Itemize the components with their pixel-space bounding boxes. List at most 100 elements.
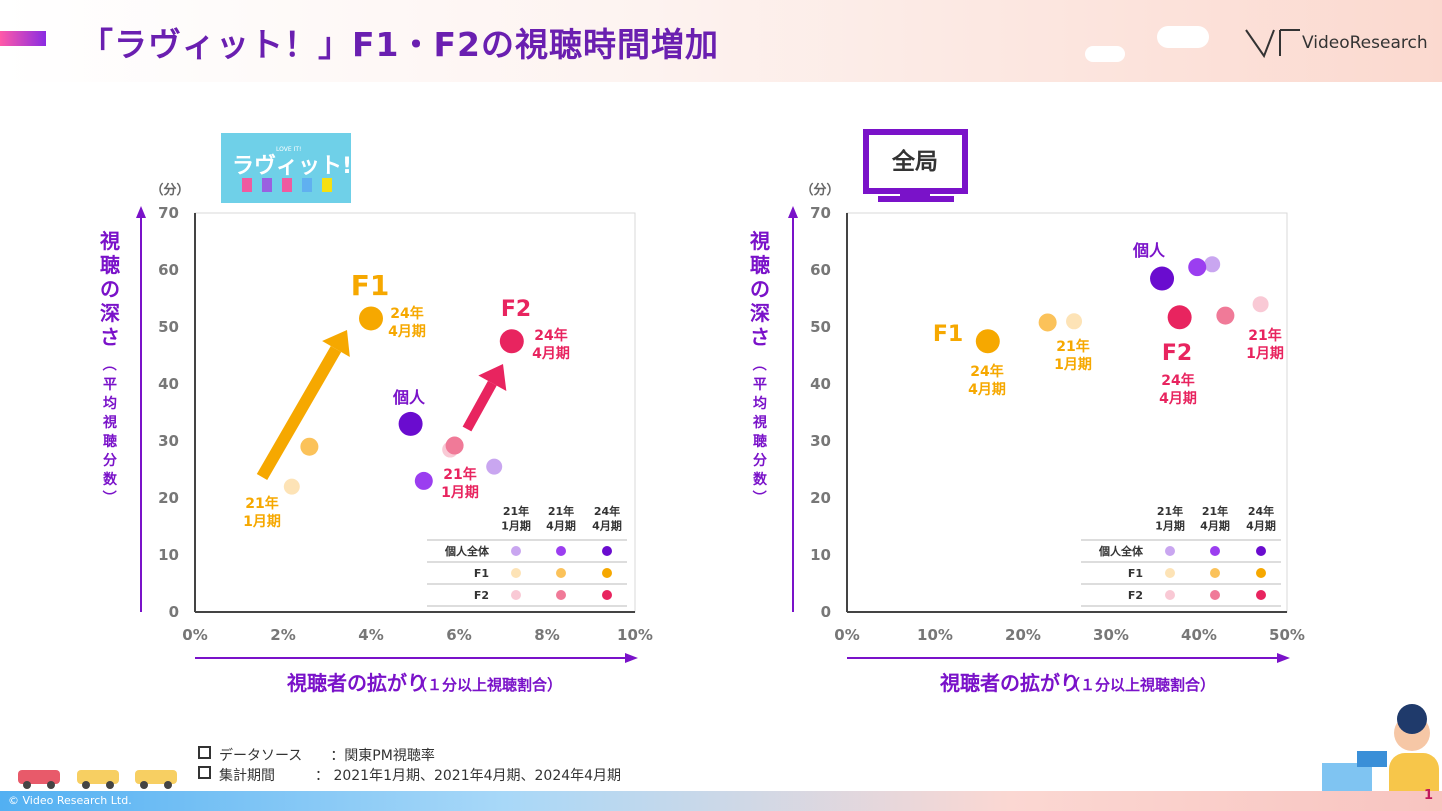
data-point xyxy=(359,306,383,331)
y-axis-arrowhead xyxy=(136,206,146,218)
y-axis-title-char: 聴 xyxy=(100,253,120,277)
period-value: ： 2021年1月期、2021年4月期、2024年4月期 xyxy=(315,768,622,784)
trend-arrow xyxy=(256,346,342,481)
y-tick-label: 30 xyxy=(158,432,179,450)
annotation-label: F1 xyxy=(351,269,390,302)
x-tick-label: 2% xyxy=(270,626,295,644)
logo-deco xyxy=(322,178,332,192)
legend-row-label: F2 xyxy=(474,589,489,602)
annotation-label: F1 xyxy=(933,322,963,347)
data-point xyxy=(1252,296,1269,313)
data-point xyxy=(1150,266,1175,291)
all-stations-badge: 全局 xyxy=(891,148,938,175)
y-axis-title-char: 視 xyxy=(749,229,770,253)
data-point xyxy=(1204,256,1221,273)
y-tick-label: 50 xyxy=(158,318,179,336)
y-axis-title-char: 数 xyxy=(753,471,768,488)
page-number: 1 xyxy=(1424,788,1434,803)
legend-row-label: 個人全体 xyxy=(444,544,490,558)
y-tick-label: 20 xyxy=(158,489,179,507)
data-point xyxy=(445,436,464,455)
y-tick-label: 70 xyxy=(810,204,831,222)
annotation-label: 21年 1月期 xyxy=(441,466,479,501)
checkbox-icon xyxy=(198,766,211,779)
y-tick-label: 30 xyxy=(810,432,831,450)
cloud-icon xyxy=(1085,46,1125,62)
legend-dot xyxy=(556,590,566,600)
legend-row-label: 個人全体 xyxy=(1098,544,1144,558)
x-tick-label: 10% xyxy=(917,626,953,644)
y-tick-label: 40 xyxy=(158,375,179,393)
period-label: 集計期間 xyxy=(219,768,275,784)
source-label: データソース xyxy=(219,748,303,764)
legend-header: 24年 4月期 xyxy=(1246,504,1276,532)
legend-dot xyxy=(1256,590,1266,600)
tv-base xyxy=(878,196,954,202)
legend-dot xyxy=(602,546,612,556)
annotation-label: F2 xyxy=(501,297,531,322)
y-axis-title-char: 分 xyxy=(753,453,767,469)
logo-deco xyxy=(282,178,292,192)
trend-arrowhead xyxy=(478,364,507,391)
annotation-label: 21年 1月期 xyxy=(1054,338,1092,373)
y-tick-label: 10 xyxy=(158,546,179,564)
x-axis-arrowhead xyxy=(1277,653,1290,663)
x-axis-note: （１分以上視聴割合） xyxy=(412,676,562,694)
rabitto-logo-text: ラヴィット! xyxy=(232,153,352,179)
data-point xyxy=(1216,306,1235,325)
y-tick-label: 40 xyxy=(810,375,831,393)
page-title: 「ラヴィット！」F1・F2の視聴時間増加 xyxy=(80,25,720,64)
y-tick-label: 70 xyxy=(158,204,179,222)
x-tick-label: 8% xyxy=(534,626,559,644)
legend-dot xyxy=(602,568,612,578)
data-point xyxy=(300,437,319,456)
x-axis-title: 視聴者の拡がり xyxy=(939,671,1080,695)
y-tick-label: 10 xyxy=(810,546,831,564)
x-tick-label: 50% xyxy=(1269,626,1305,644)
logo-text: VideoResearch xyxy=(1302,33,1428,53)
legend-dot xyxy=(1165,546,1175,556)
legend-dot xyxy=(1165,590,1175,600)
x-tick-label: 40% xyxy=(1181,626,1217,644)
y-axis-arrowhead xyxy=(788,206,798,218)
data-point xyxy=(1188,258,1207,277)
y-axis-title-char: 分 xyxy=(103,453,117,469)
legend-header: 21年 1月期 xyxy=(1155,504,1185,532)
y-tick-label: 50 xyxy=(810,318,831,336)
annotation-label: 個人 xyxy=(1132,241,1166,260)
y-axis-title-char: 平 xyxy=(753,377,767,393)
legend-header: 24年 4月期 xyxy=(592,504,622,532)
data-point xyxy=(398,411,423,436)
legend-dot xyxy=(511,546,521,556)
logo-deco xyxy=(302,178,312,192)
annotation-label: 個人 xyxy=(392,388,426,407)
period-note: 集計期間 ： 2021年1月期、2021年4月期、2024年4月期 xyxy=(198,765,621,785)
y-axis-title-char: ） xyxy=(100,490,116,504)
legend-dot xyxy=(1256,546,1266,556)
y-tick-label: 20 xyxy=(810,489,831,507)
x-tick-label: 0% xyxy=(834,626,859,644)
x-tick-label: 6% xyxy=(446,626,471,644)
y-axis-title-char: さ xyxy=(100,325,120,349)
cars-illustration xyxy=(18,770,177,789)
y-axis-title-char: 均 xyxy=(103,395,117,412)
rabitto-logo-small: LOVE IT! xyxy=(276,146,301,153)
plot-frame xyxy=(194,212,636,613)
y-axis-title-char: の xyxy=(750,277,770,301)
annotation-label: 24年 4月期 xyxy=(1159,372,1197,407)
tv-stand xyxy=(900,190,930,196)
y-axis-title-char: 視 xyxy=(752,414,767,431)
x-tick-label: 10% xyxy=(617,626,653,644)
copyright: © Video Research Ltd. xyxy=(8,794,132,807)
annotation-label: F2 xyxy=(1162,341,1192,366)
y-axis-title-char: 聴 xyxy=(753,434,767,450)
y-axis-title-char: 深 xyxy=(750,301,770,325)
footer-bar xyxy=(0,791,1442,811)
trend-arrow xyxy=(462,380,497,432)
y-axis-title-char: の xyxy=(100,277,120,301)
legend-row-label: F2 xyxy=(1128,589,1143,602)
checkbox-icon xyxy=(198,746,211,759)
legend-dot xyxy=(602,590,612,600)
logo-deco xyxy=(262,178,272,192)
